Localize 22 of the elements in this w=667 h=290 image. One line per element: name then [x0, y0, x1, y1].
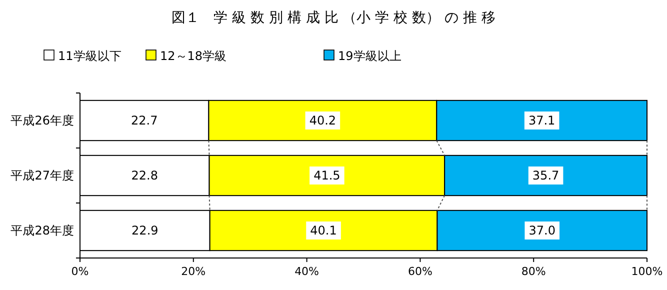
data-label: 35.7 [532, 168, 560, 183]
data-label: 41.5 [314, 168, 340, 183]
y-tick-label: 平成27年度 [10, 168, 74, 183]
chart-title: 図１ 学 級 数 別 構 成 比 （小 学 校 数） の 推 移 [172, 10, 496, 26]
data-label: 40.2 [309, 114, 336, 128]
data-label: 22.7 [130, 114, 158, 128]
legend-label: 19学級以上 [338, 49, 402, 63]
x-tick-label: 0% [71, 265, 89, 278]
legend-label: 11学級以下 [58, 49, 122, 63]
data-label: 40.1 [310, 224, 337, 238]
x-tick-label: 80% [521, 265, 546, 278]
data-label: 37.0 [528, 224, 556, 238]
data-label: 37.1 [528, 114, 556, 128]
y-tick-label: 平成26年度 [10, 114, 74, 128]
legend-label: 12～18学級 [160, 49, 227, 63]
x-tick-label: 40% [294, 265, 320, 278]
x-tick-label: 100% [631, 265, 663, 278]
data-label: 22.8 [131, 168, 158, 183]
x-tick-label: 60% [408, 265, 432, 278]
data-label: 22.9 [132, 224, 158, 238]
y-tick-label: 平成28年度 [10, 224, 74, 238]
x-tick-label: 20% [181, 265, 206, 278]
